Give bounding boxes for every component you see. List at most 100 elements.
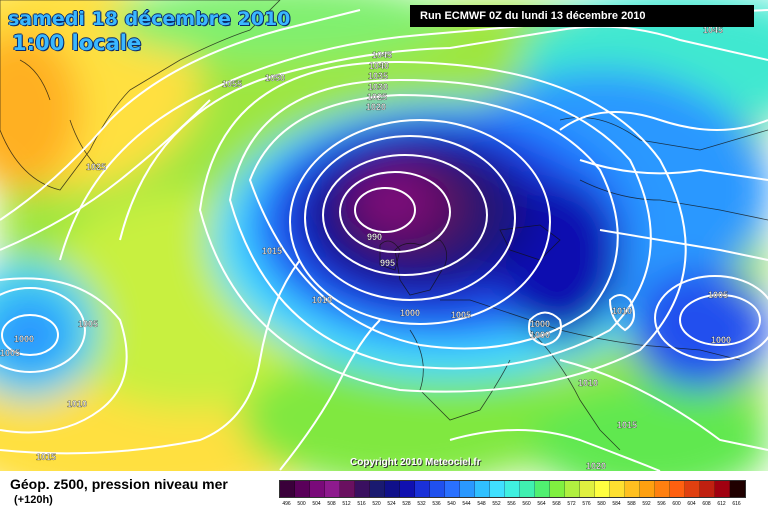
isobar-label: 1055 [222,79,242,89]
color-scale-label: 496 [282,501,291,507]
color-scale-label: 608 [702,501,711,507]
color-scale-label: 612 [717,501,726,507]
isobar-label: 1025 [367,92,387,102]
color-scale [279,480,746,498]
isobar-label: 990 [367,232,382,242]
color-swatch [625,481,640,497]
color-swatch [460,481,475,497]
color-scale-label: 544 [462,501,471,507]
copyright-text: Copyright 2010 Meteociel.fr [350,457,481,468]
isobar-label: 1020 [586,461,606,471]
isobar-label: 1005 [451,310,471,320]
color-scale-label: 512 [342,501,351,507]
isobar-labels: 1045 1040 1035 1030 1025 1020 1055 1050 … [0,25,731,471]
isobars [0,9,768,471]
color-swatch [280,481,295,497]
color-swatch [400,481,415,497]
color-scale-label: 576 [582,501,591,507]
color-swatch [370,481,385,497]
isobar-label: 1000 [400,308,420,318]
color-scale-labels: 496 500 504 508 512 516 520 524 528 532 536 540 544 5… [279,499,744,509]
isobar-label: 1015 [36,452,56,462]
color-scale-label: 500 [297,501,306,507]
isobar-label: 1015 [617,420,637,430]
isobar-label: 1035 [368,71,388,81]
isobar-label: 1005 [0,348,20,358]
color-swatch [595,481,610,497]
color-swatch [640,481,655,497]
forecast-time: 1:00 locale [12,31,142,55]
color-swatch [475,481,490,497]
color-scale-label: 536 [432,501,441,507]
isobar-label: 1000 [530,319,550,329]
color-swatch [730,481,745,497]
color-scale-label: 604 [687,501,696,507]
color-swatch [580,481,595,497]
color-swatch [655,481,670,497]
color-swatch [445,481,460,497]
land-outlines [0,0,768,451]
color-swatch [670,481,685,497]
forecast-date: samedi 18 décembre 2010 [8,8,291,30]
color-scale-label: 580 [597,501,606,507]
color-scale-label: 600 [672,501,681,507]
color-scale-label: 584 [612,501,621,507]
isobar-label: 1015 [262,246,282,256]
color-scale-label: 532 [417,501,426,507]
isobar-label: 1030 [368,82,388,92]
color-scale-label: 508 [327,501,336,507]
color-scale-label: 592 [642,501,651,507]
color-swatch [550,481,565,497]
isobar-label: 1005 [78,319,98,329]
color-swatch [385,481,400,497]
lead-time: (+120h) [14,494,53,506]
field-description: Géop. z500, pression niveau mer [10,476,228,492]
isobar-label: 1000 [14,334,34,344]
color-swatch [685,481,700,497]
color-swatch [340,481,355,497]
color-swatch [565,481,580,497]
color-scale-label: 516 [357,501,366,507]
color-scale-label: 560 [522,501,531,507]
color-swatch [295,481,310,497]
isobar-label: 1045 [703,25,723,35]
color-swatch [310,481,325,497]
color-swatch [535,481,550,497]
isobar-label: 1010 [312,295,332,305]
isobar-label: 1010 [67,399,87,409]
color-scale-label: 572 [567,501,576,507]
color-scale-label: 568 [552,501,561,507]
color-scale-label: 504 [312,501,321,507]
isobar-label: 1000 [711,335,731,345]
color-swatch [715,481,730,497]
color-swatch [520,481,535,497]
color-swatch [325,481,340,497]
color-swatch [355,481,370,497]
color-scale-label: 564 [537,501,546,507]
color-swatch [490,481,505,497]
color-swatch [700,481,715,497]
isobar-label: 1050 [265,73,285,83]
color-swatch [610,481,625,497]
model-run-banner: Run ECMWF 0Z du lundi 13 décembre 2010 [410,5,754,27]
isobar-label: 1010 [612,306,632,316]
geopotential-field [0,0,768,471]
color-scale-label: 552 [492,501,501,507]
color-swatch [505,481,520,497]
isobar-label: 1010 [578,378,598,388]
color-scale-label: 616 [732,501,741,507]
color-scale-label: 524 [387,501,396,507]
color-scale-label: 540 [447,501,456,507]
isobar-label: 1020 [366,102,386,112]
color-scale-label: 520 [372,501,381,507]
isobar-label: 1000 [530,330,550,340]
color-scale-label: 548 [477,501,486,507]
isobar-label: 1005 [708,290,728,300]
color-swatch [430,481,445,497]
isobar-label: 1025 [86,162,106,172]
color-swatch [415,481,430,497]
color-scale-label: 588 [627,501,636,507]
color-scale-label: 528 [402,501,411,507]
isobar-label: 1040 [369,61,389,71]
isobar-label: 1045 [372,50,392,60]
